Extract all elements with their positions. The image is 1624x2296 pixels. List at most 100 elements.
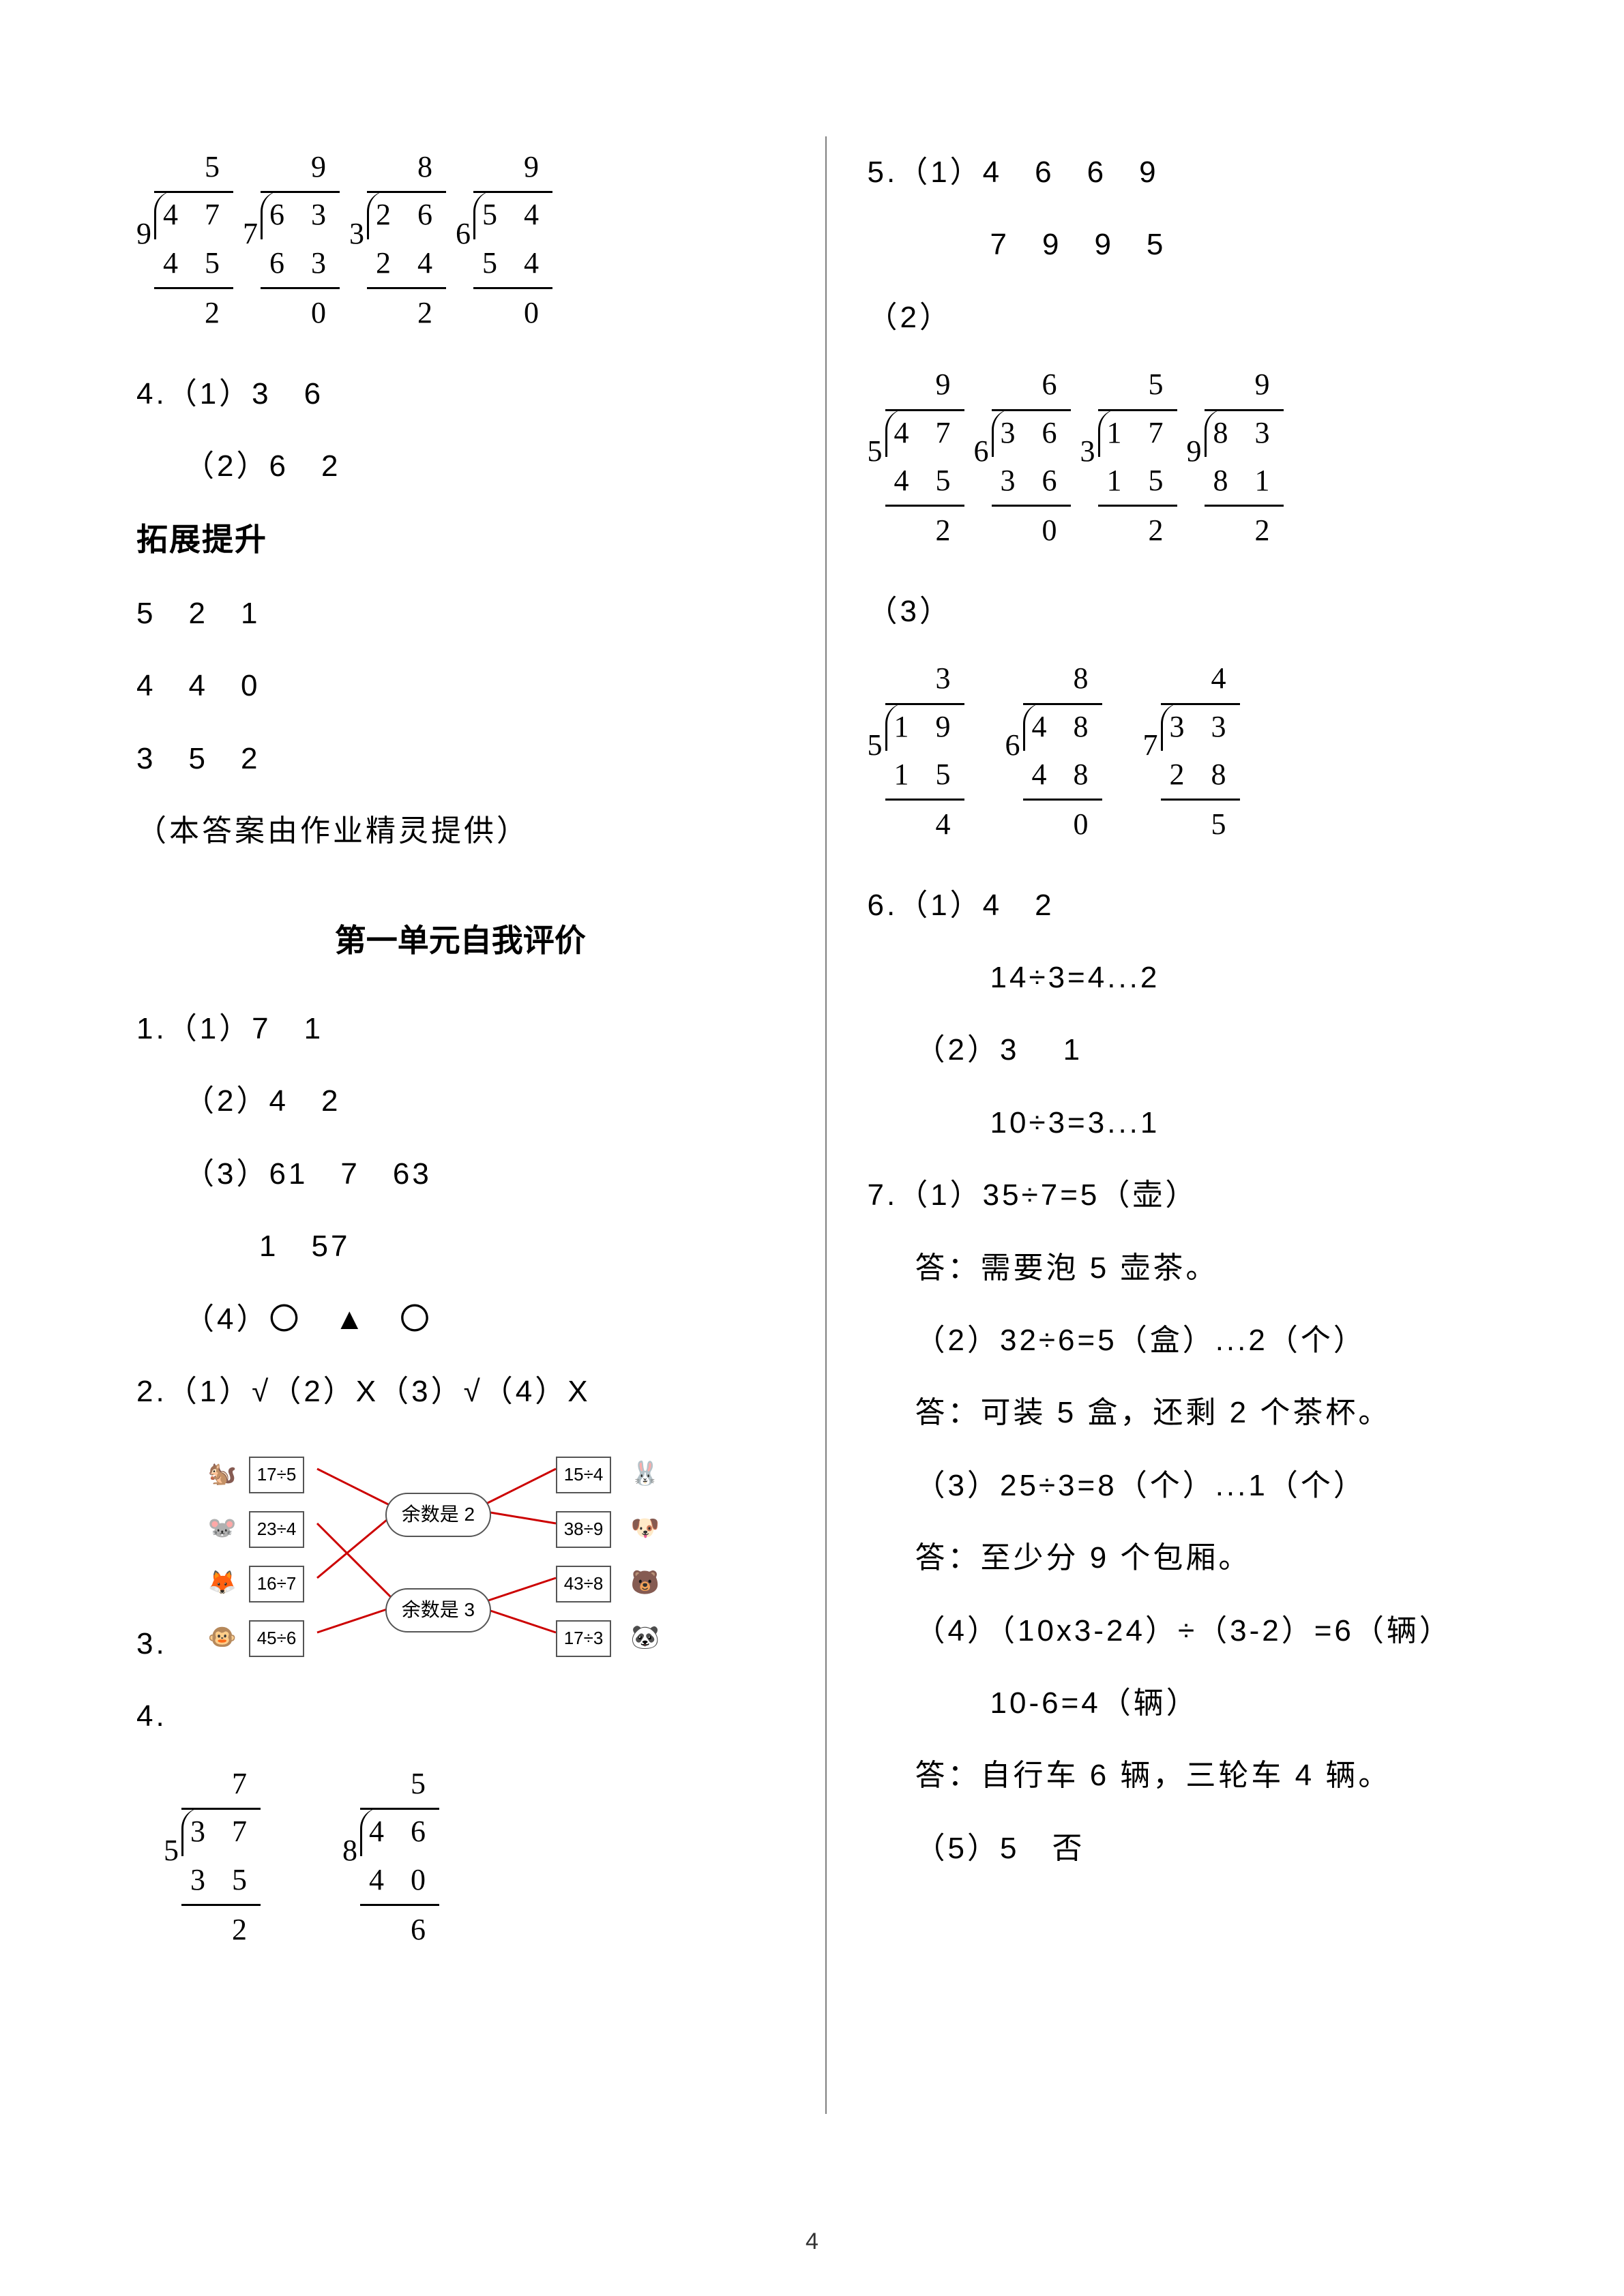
ld-subtrahend: 8 1 (1205, 457, 1284, 507)
expr-box: 38÷9 (556, 1511, 612, 1548)
ld-divisor: 7 (243, 210, 261, 337)
expr-box: 15÷4 (556, 1457, 612, 1493)
q7-2: （2）32÷6=5（盒）...2（个） (868, 1317, 1516, 1365)
ld-subtrahend: 1 5 (885, 751, 964, 801)
ld-divisor: 6 (456, 210, 473, 337)
ld-divisor: 5 (164, 1827, 181, 1954)
exp-row-1: 4 4 0 (136, 662, 784, 710)
ld-quotient: 8 (367, 143, 446, 193)
q5-3-label: （3） (868, 588, 1516, 636)
expr-box: 17÷3 (556, 1620, 612, 1657)
ld-dividend: 3 7 (181, 1808, 261, 1855)
ld-remainder: 0 (473, 289, 552, 337)
expr-box: 23÷4 (249, 1511, 305, 1548)
q4-1: 4.（1）3 6 (136, 370, 784, 418)
ld-quotient: 8 (1023, 655, 1102, 704)
long-division: 594 74 52 (868, 361, 964, 555)
ld-quotient: 9 (261, 143, 340, 193)
page-number: 4 (0, 2228, 1624, 2255)
q1-3: （3）61 7 63 (136, 1150, 784, 1198)
ld-divisor: 8 (342, 1827, 360, 1954)
long-division: 382 62 42 (349, 143, 446, 338)
long-division: 954 74 52 (136, 143, 233, 338)
ld-divisor: 9 (136, 210, 154, 337)
ld-quotient: 6 (992, 361, 1071, 411)
expr-box: 45÷6 (249, 1620, 305, 1657)
ld-dividend: 4 7 (885, 409, 964, 457)
ld-remainder: 2 (154, 289, 233, 337)
ld-remainder: 2 (367, 289, 446, 337)
ld-subtrahend: 5 4 (473, 239, 552, 289)
ld-quotient: 9 (1205, 361, 1284, 411)
q1-1: 1.（1）7 1 (136, 1005, 784, 1053)
long-division-row-5-3: 531 91 54684 84 80743 32 85 (868, 655, 1516, 849)
q7-3: （3）25÷3=8（个）...1（个） (868, 1462, 1516, 1510)
ld-dividend: 4 8 (1023, 703, 1102, 751)
ld-subtrahend: 4 0 (360, 1856, 439, 1906)
q7-2-ans: 答：可装 5 盒，还剩 2 个茶杯。 (868, 1389, 1516, 1437)
page: 954 74 52796 36 30382 62 42695 45 40 4.（… (0, 0, 1624, 2296)
ld-subtrahend: 3 5 (181, 1856, 261, 1906)
long-division: 998 38 12 (1187, 361, 1284, 555)
q6-1: 6.（1）4 2 (868, 882, 1516, 929)
ld-dividend: 6 3 (261, 191, 340, 239)
q7-1: 7.（1）35÷7=5（壶） (868, 1172, 1516, 1219)
q7-4-eq: 10-6=4（辆） (868, 1680, 1516, 1727)
q6-2: （2）3 1 (868, 1026, 1516, 1074)
expr-box: 43÷8 (556, 1566, 612, 1602)
animal-icon: 🐵 (208, 1619, 237, 1656)
long-division: 531 91 54 (868, 655, 964, 849)
q4-2: （2）6 2 (136, 443, 784, 490)
ld-remainder: 5 (1161, 801, 1240, 848)
animal-icon: 🐶 (631, 1510, 660, 1547)
exp-row-0: 5 2 1 (136, 590, 784, 638)
right-column: 5.（1）4 6 6 9 7 9 9 5 （2） 594 74 52663 63… (827, 136, 1516, 2228)
animal-icon: 🦊 (208, 1564, 237, 1601)
ld-subtrahend: 4 5 (885, 457, 964, 507)
q7-5: （5）5 否 (868, 1825, 1516, 1873)
ld-subtrahend: 4 5 (154, 239, 233, 289)
ld-quotient: 4 (1161, 655, 1240, 704)
animal-icon: 🐭 (208, 1510, 237, 1547)
long-division-row-5-2: 594 74 52663 63 60351 71 52998 38 12 (868, 361, 1516, 555)
ld-divisor: 9 (1187, 428, 1205, 554)
ld-dividend: 4 6 (360, 1808, 439, 1855)
left-column: 954 74 52796 36 30382 62 42695 45 40 4.（… (136, 136, 825, 2228)
ld-quotient: 5 (154, 143, 233, 193)
ld-divisor: 3 (349, 210, 367, 337)
ld-remainder: 4 (885, 801, 964, 848)
expr-box: 16÷7 (249, 1566, 305, 1602)
q6-2-eq: 10÷3=3...1 (868, 1099, 1516, 1147)
ld-quotient: 9 (885, 361, 964, 411)
ld-subtrahend: 1 5 (1098, 457, 1177, 507)
credit-line: （本答案由作业精灵提供） (136, 807, 784, 855)
q4b-label: 4. (136, 1693, 784, 1740)
ld-subtrahend: 4 8 (1023, 751, 1102, 801)
expand-header: 拓展提升 (136, 515, 784, 565)
ld-subtrahend: 2 4 (367, 239, 446, 289)
ld-dividend: 3 3 (1161, 703, 1240, 751)
ld-subtrahend: 3 6 (992, 457, 1071, 507)
ld-remainder: 0 (992, 507, 1071, 554)
ld-dividend: 3 6 (992, 409, 1071, 457)
animal-icon: 🐰 (631, 1455, 660, 1492)
q7-4: （4）（10x3-24）÷（3-2）=6（辆） (868, 1607, 1516, 1655)
ld-divisor: 6 (974, 428, 992, 554)
ld-divisor: 5 (868, 428, 885, 554)
ld-remainder: 2 (181, 1906, 261, 1954)
long-division: 351 71 52 (1080, 361, 1177, 555)
q7-4-ans: 答：自行车 6 辆，三轮车 4 辆。 (868, 1752, 1516, 1800)
ld-divisor: 5 (868, 721, 885, 848)
animal-icon: 🐼 (631, 1619, 660, 1656)
ld-subtrahend: 6 3 (261, 239, 340, 289)
long-division: 573 73 52 (164, 1760, 261, 1954)
ld-quotient: 5 (1098, 361, 1177, 411)
expr-box: 17÷5 (249, 1457, 305, 1493)
long-division: 796 36 30 (243, 143, 340, 338)
ld-divisor: 6 (1005, 721, 1023, 848)
ld-quotient: 5 (360, 1760, 439, 1810)
ld-remainder: 0 (1023, 801, 1102, 848)
ld-quotient: 3 (885, 655, 964, 704)
ld-remainder: 2 (1098, 507, 1177, 554)
q1-4: （4）〇 ▲ 〇 (136, 1296, 784, 1343)
